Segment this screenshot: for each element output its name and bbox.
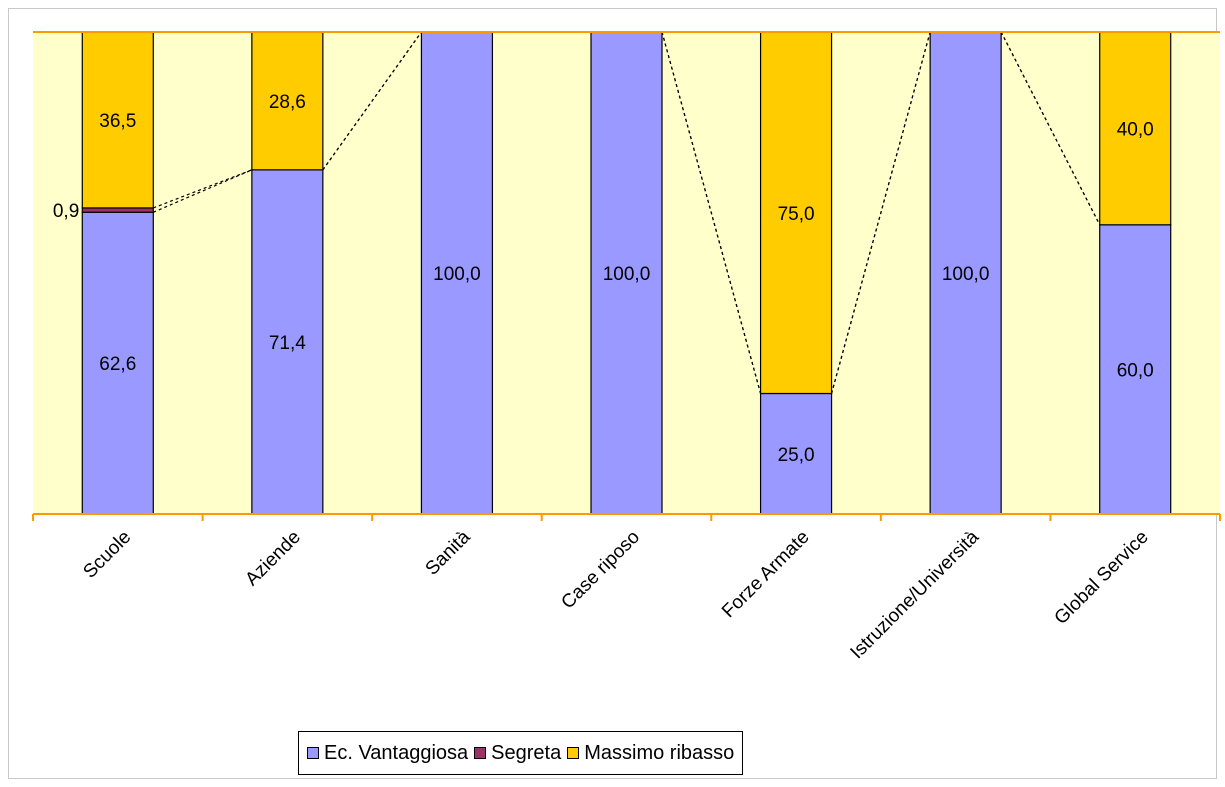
bar-massimo-ribasso-forze-armate	[759, 31, 833, 395]
series-line-segreta-6	[1000, 31, 1101, 226]
bar-segreta-scuole	[81, 207, 154, 213]
bar-massimo-ribasso-aziende	[251, 31, 324, 171]
data-label-ec-vantaggiosa-sanita: 100,0	[433, 264, 481, 285]
x-tick-label-scuole: Scuole	[79, 527, 135, 583]
bar-ec-vantaggiosa-forze-armate	[759, 392, 833, 515]
series-line-segreta-2	[322, 31, 422, 171]
legend-swatch-segreta	[474, 747, 487, 759]
data-label-massimo-ribasso-aziende: 28,6	[269, 92, 306, 113]
legend-label-massimo-ribasso: Massimo ribasso	[584, 741, 735, 764]
bar-ec-vantaggiosa-aziende	[251, 169, 324, 515]
x-tick-label-case-riposo: Case riposo	[557, 527, 644, 614]
data-label-ec-vantaggiosa-global-service: 60,0	[1117, 360, 1154, 381]
bar-massimo-ribasso-scuole	[81, 31, 154, 209]
legend-item-segreta: Segreta	[474, 742, 561, 765]
legend: Ec. Vantaggiosa Segreta Massimo ribasso	[298, 731, 744, 775]
legend-label-segreta: Segreta	[491, 741, 562, 764]
data-label-ec-vantaggiosa-istruzione-universita: 100,0	[942, 264, 990, 285]
data-label-massimo-ribasso-global-service: 40,0	[1117, 119, 1154, 140]
bar-ec-vantaggiosa-case-riposo	[590, 31, 663, 515]
legend-swatch-massimo-ribasso	[567, 747, 580, 759]
legend-item-massimo-ribasso: Massimo ribasso	[567, 742, 734, 765]
data-label-ec-vantaggiosa-forze-armate: 25,0	[778, 445, 815, 466]
data-label-ec-vantaggiosa-aziende: 71,4	[269, 333, 306, 354]
data-label-massimo-ribasso-forze-armate: 75,0	[778, 204, 815, 225]
legend-item-ec-vantaggiosa: Ec. Vantaggiosa	[307, 742, 468, 765]
bar-ec-vantaggiosa-istruzione-universita	[929, 31, 1002, 515]
bar-massimo-ribasso-global-service	[1099, 31, 1172, 226]
data-label-ec-vantaggiosa-case-riposo: 100,0	[603, 264, 651, 285]
x-tick-label-istruzione-universita: Istruzione/Università	[847, 526, 984, 663]
data-label-ec-vantaggiosa-scuole: 62,6	[99, 354, 136, 375]
x-tick-label-forze-armate: Forze Armate	[718, 527, 813, 622]
x-tick-label-global-service: Global Service	[1051, 527, 1153, 629]
data-label-segreta-scuole: 0,9	[53, 201, 79, 222]
x-tick-label-aziende: Aziende	[241, 527, 304, 590]
data-label-massimo-ribasso-scuole: 36,5	[99, 111, 136, 132]
legend-label-ec-vantaggiosa: Ec. Vantaggiosa	[324, 741, 469, 764]
series-line-segreta-4	[661, 31, 762, 394]
legend-swatch-ec-vantaggiosa	[307, 747, 319, 759]
series-line-segreta-5	[830, 31, 931, 394]
x-tick-label-sanita: Sanità	[422, 526, 475, 579]
